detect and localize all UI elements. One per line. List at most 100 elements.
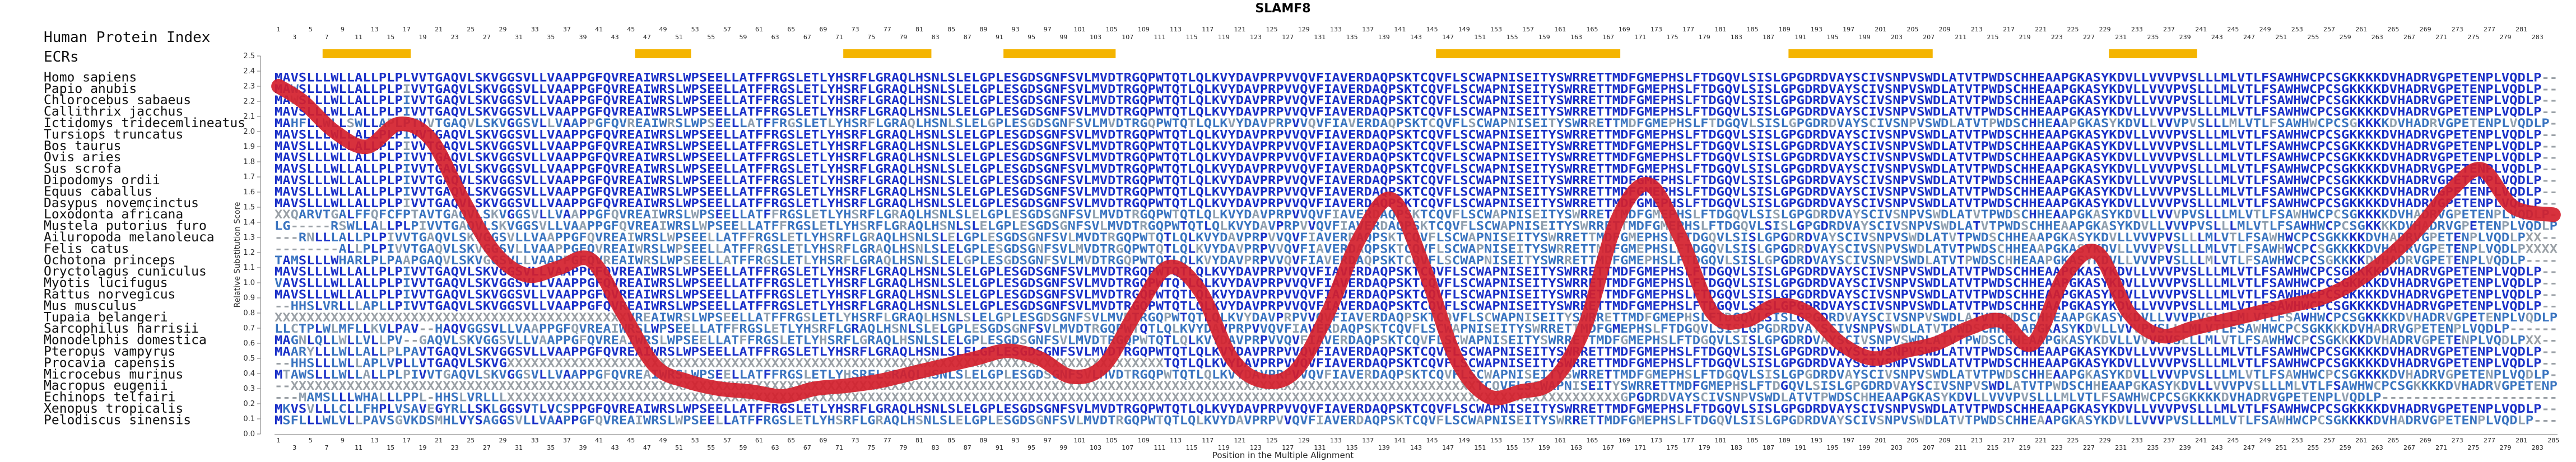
residue-run: MEPH [1652, 368, 1684, 381]
residue-run: F [1428, 231, 1436, 244]
residue-run: VP [2173, 116, 2189, 130]
residue-run: T [2445, 242, 2453, 255]
alignment-tick: 213 [1971, 437, 1983, 444]
protein-index-tick: 255 [2307, 34, 2319, 41]
protein-index-tick: 13 [371, 26, 379, 33]
residue-run: -- [2541, 356, 2558, 370]
residue-run: APNI [1468, 334, 1500, 347]
alignment-tick: 219 [2019, 444, 2031, 451]
residue-run: D [1788, 231, 1796, 244]
residue-run: W [323, 322, 331, 335]
residue-run: L [2133, 413, 2141, 427]
residue-run: V [1236, 242, 1244, 255]
protein-index-tick: 211 [1955, 34, 1966, 41]
residue-run: GQPW [1147, 220, 1180, 233]
residue-run: V [2149, 242, 2157, 255]
residue-run: FTDG [1685, 413, 1717, 427]
residue-run: G [1644, 368, 1652, 381]
residue-run: I [1596, 379, 1604, 393]
residue-run: A [2029, 231, 2037, 244]
residue-run: T [1164, 231, 1171, 244]
residue-run: L [923, 254, 931, 267]
residue-run: D [2389, 116, 2397, 130]
residue-run: CHHE [1997, 231, 2029, 244]
residue-run: P [1276, 311, 1284, 324]
residue-run: VVTGAQVLSKVGGSVLLVAAPPGFQVREAIWRSLWPSEEL… [411, 277, 2541, 290]
residue-run: H [2021, 413, 2029, 427]
residue-run: A [2053, 116, 2061, 130]
residue-run: A [2045, 413, 2053, 427]
residue-run: DRVG [2405, 413, 2437, 427]
residue-run: V [1324, 254, 1332, 267]
residue-run: -- [2541, 162, 2558, 176]
residue-run: T [1973, 220, 1980, 233]
residue-run: R [1340, 334, 1349, 347]
residue-run: VVTGAQVLSKVGGSVLLVAAPPGFQVREAIWRSLWPSEEL… [411, 94, 2541, 107]
residue-run: AQLH [899, 208, 931, 221]
residue-run: VVTG [427, 220, 459, 233]
residue-run: D [1805, 254, 1812, 267]
protein-index-tick: 183 [1731, 34, 1742, 41]
residue-run: S [835, 413, 843, 427]
residue-run: A [1844, 368, 1853, 381]
residue-run: LVTL [2237, 116, 2269, 130]
residue-run: T [755, 116, 763, 130]
residue-run: V [499, 208, 507, 221]
residue-run: A [2397, 413, 2406, 427]
alignment-tick: 51 [675, 444, 683, 451]
residue-run: SGNF [1052, 311, 1084, 324]
protein-index-tick: 133 [1330, 26, 1342, 33]
protein-index-tick: 69 [819, 26, 827, 33]
protein-index-tick: 77 [884, 26, 891, 33]
residue-run: S [499, 334, 506, 347]
residue-run: I [1524, 311, 1532, 324]
residue-run: V [2133, 208, 2141, 221]
residue-run: L [2197, 254, 2205, 267]
residue-run: A [2373, 322, 2382, 335]
residue-run: AQLH [884, 413, 915, 427]
residue-run: V [1292, 208, 1300, 221]
alignment-tick: 83 [932, 444, 940, 451]
residue-run: L [1188, 242, 1196, 255]
residue-run: L [2213, 231, 2221, 244]
residue-run: V [419, 402, 427, 416]
y-tick-label: 2.1 [243, 113, 255, 121]
residue-run: WRSL [643, 413, 675, 427]
residue-run: LGPG [1780, 208, 1812, 221]
residue-run: KVYD [1227, 220, 1259, 233]
residue-run: LVV [2125, 242, 2149, 255]
residue-run: I [403, 288, 411, 301]
residue-run: L [940, 254, 947, 267]
residue-run: TQTL [1171, 368, 1203, 381]
residue-run: D [1380, 220, 1388, 233]
residue-run: XX-- [2526, 231, 2558, 244]
residue-run: S [1084, 311, 1091, 324]
residue-run: L [347, 413, 355, 427]
residue-run: LP [2533, 368, 2550, 381]
residue-run: DTRG [1115, 116, 1147, 130]
protein-index-tick: 47 [643, 34, 651, 41]
alignment-tick: 49 [659, 437, 667, 444]
residue-run: F [747, 231, 755, 244]
residue-run: R [1108, 231, 1116, 244]
residue-run: RGSL [779, 208, 811, 221]
residue-run: K [2085, 368, 2093, 381]
residue-run: LLAT [707, 334, 739, 347]
species-label: Pteropus vampyrus [44, 344, 175, 359]
residue-run: L [419, 391, 426, 404]
residue-run: LFH [355, 402, 379, 416]
residue-run: TLFS [2253, 368, 2285, 381]
residue-run: DAQP [1348, 334, 1380, 347]
residue-run: S [1868, 231, 1876, 244]
residue-run: D [1821, 220, 1829, 233]
residue-run: P [1644, 254, 1652, 267]
alignment-tick: 109 [1138, 437, 1150, 444]
residue-run: W [1572, 208, 1580, 221]
residue-run: I [403, 105, 411, 119]
residue-run: SGDS [996, 231, 1027, 244]
residue-run: VQVF [1300, 208, 1332, 221]
residue-run: GKAS [1909, 391, 1941, 404]
residue-run: V [2173, 311, 2182, 324]
residue-run: GP [2453, 311, 2470, 324]
residue-run: S [1524, 368, 1532, 381]
